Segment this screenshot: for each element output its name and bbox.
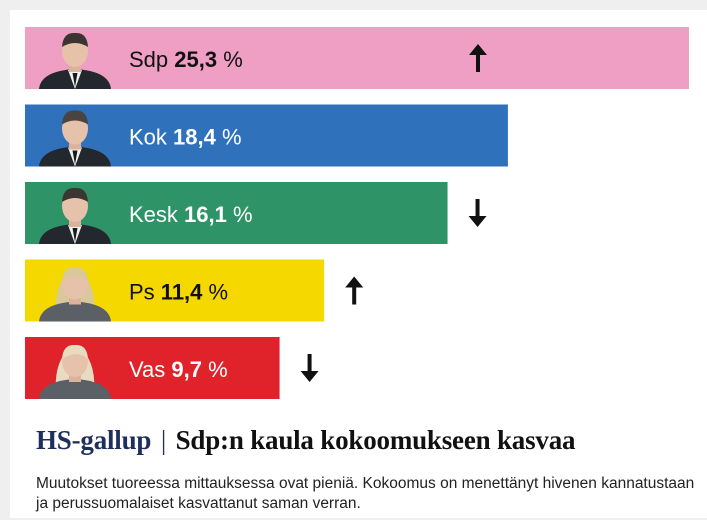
party-name-ps: Ps	[129, 280, 161, 305]
article-description: Muutokset tuoreessa mittauksessa ovat pi…	[36, 475, 695, 512]
unit-label-kok: %	[216, 125, 242, 150]
bar-label-sdp: Sdp 25,3 %	[129, 47, 243, 72]
headline-title[interactable]: Sdp:n kaula kokoomukseen kasvaa	[175, 425, 576, 455]
bar-label-kok: Kok 18,4 %	[129, 125, 242, 150]
unit-label-kesk: %	[227, 202, 253, 227]
man-portrait-kok-icon	[39, 110, 111, 167]
man-portrait-sdp-icon	[39, 32, 111, 89]
woman-portrait-vas-icon	[39, 344, 111, 399]
news-card: Sdp 25,3 % Kok 18,4 % Kesk 16,1 % Ps 11,4 %…	[10, 10, 707, 518]
unit-label-sdp: %	[217, 47, 243, 72]
bar-group-ps: Ps 11,4 %	[25, 259, 364, 322]
value-label-sdp: 25,3	[174, 47, 217, 72]
unit-label-ps: %	[202, 280, 228, 305]
party-name-kok: Kok	[129, 125, 173, 150]
bar-group-kesk: Kesk 16,1 %	[25, 182, 487, 244]
value-label-vas: 9,7	[171, 357, 202, 382]
headline-brand[interactable]: HS-gallup	[36, 425, 152, 455]
woman-portrait-ps-icon	[39, 267, 111, 322]
headline-separator: |	[160, 425, 167, 455]
unit-label-vas: %	[202, 357, 228, 382]
bar-sdp	[25, 27, 689, 89]
bar-group-sdp: Sdp 25,3 %	[25, 27, 689, 89]
bar-label-ps: Ps 11,4 %	[129, 280, 228, 305]
headline[interactable]: HS-gallup | Sdp:n kaula kokoomukseen kas…	[36, 425, 576, 456]
arrow-up-ps-icon	[345, 276, 364, 305]
arrow-down-vas-icon	[300, 354, 319, 382]
arrow-down-kesk-icon	[468, 199, 487, 227]
value-label-ps: 11,4	[161, 280, 203, 305]
arrow-down-kok-icon	[528, 121, 547, 150]
bar-label-vas: Vas 9,7 %	[129, 357, 228, 382]
party-name-vas: Vas	[129, 357, 171, 382]
poll-bar-chart: Sdp 25,3 %Kok 18,4 %Kesk 16,1 %Ps 11,4 %…	[25, 27, 689, 399]
value-label-kok: 18,4	[173, 125, 217, 150]
bar-group-kok: Kok 18,4 %	[25, 104, 547, 167]
bar-group-vas: Vas 9,7 %	[25, 337, 319, 399]
bar-label-kesk: Kesk 16,1 %	[129, 202, 253, 227]
party-name-sdp: Sdp	[129, 47, 174, 72]
arrow-up-sdp-icon	[469, 44, 487, 72]
party-name-kesk: Kesk	[129, 202, 184, 227]
value-label-kesk: 16,1	[184, 202, 227, 227]
man-portrait-kesk-icon	[39, 187, 111, 244]
